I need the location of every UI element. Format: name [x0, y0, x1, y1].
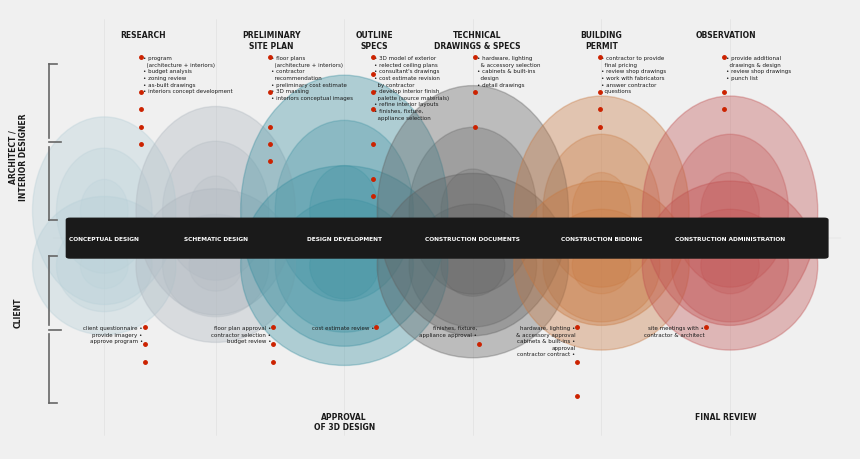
Text: site meetings with •
contractor & architect: site meetings with • contractor & archit… [643, 325, 704, 337]
Ellipse shape [642, 97, 818, 326]
Ellipse shape [163, 215, 269, 317]
Ellipse shape [543, 210, 660, 322]
Text: CLIENT: CLIENT [14, 297, 23, 327]
Ellipse shape [409, 205, 537, 327]
Ellipse shape [543, 135, 660, 287]
Text: finishes, fixture,
appliance approval •: finishes, fixture, appliance approval • [419, 325, 477, 337]
Text: floor plan approval •
contractor selection •
budget review •: floor plan approval • contractor selecti… [212, 325, 272, 343]
Text: CONCEPTUAL DESIGN: CONCEPTUAL DESIGN [70, 236, 139, 241]
FancyBboxPatch shape [65, 218, 828, 259]
Text: OUTLINE
SPECS: OUTLINE SPECS [355, 31, 393, 50]
Text: • program
  (architecture + interiors)
• budget analysis
• zoning review
• as-bu: • program (architecture + interiors) • b… [143, 56, 232, 94]
Text: OBSERVATION: OBSERVATION [696, 31, 756, 40]
Ellipse shape [701, 173, 759, 249]
Text: PRELIMINARY
SITE PLAN: PRELIMINARY SITE PLAN [243, 31, 301, 50]
Ellipse shape [701, 238, 759, 294]
Text: • contractor to provide
  final pricing
• review shop drawings
• work with fabri: • contractor to provide final pricing • … [601, 56, 666, 94]
Ellipse shape [672, 135, 789, 287]
Text: hardware, lighting •
& accessory approval
cabinets & built-ins •
approval
contra: hardware, lighting • & accessory approva… [516, 325, 575, 357]
Ellipse shape [572, 238, 630, 294]
Text: • 3D model of exterior
• relected ceiling plans
• consultant's drawings
• cost e: • 3D model of exterior • relected ceilin… [374, 56, 450, 120]
Ellipse shape [241, 166, 448, 366]
Ellipse shape [513, 97, 689, 326]
Ellipse shape [189, 241, 243, 291]
Text: FINAL REVIEW: FINAL REVIEW [695, 412, 757, 421]
Ellipse shape [378, 174, 568, 358]
Text: TECHNICAL
DRAWINGS & SPECS: TECHNICAL DRAWINGS & SPECS [434, 31, 520, 50]
Ellipse shape [409, 128, 537, 295]
Text: CONSTRUCTION BIDDING: CONSTRUCTION BIDDING [561, 236, 642, 241]
Ellipse shape [136, 107, 296, 315]
Text: client questionnaire •
provide imagery •
approve program •: client questionnaire • provide imagery •… [83, 325, 143, 343]
Ellipse shape [572, 173, 630, 249]
Ellipse shape [513, 182, 689, 350]
Ellipse shape [275, 121, 414, 302]
Text: ARCHITECT /
INTERIOR DESIGNER: ARCHITECT / INTERIOR DESIGNER [9, 113, 28, 200]
Ellipse shape [275, 200, 414, 332]
Text: BUILDING
PERMIT: BUILDING PERMIT [580, 31, 623, 50]
Ellipse shape [33, 118, 176, 305]
Ellipse shape [33, 197, 176, 335]
Text: CONSTRUCTION ADMINISTRATION: CONSTRUCTION ADMINISTRATION [675, 236, 785, 241]
Text: CONSTRUCTION DOCUMENTS: CONSTRUCTION DOCUMENTS [426, 236, 520, 241]
Text: cost estimate review •: cost estimate review • [312, 325, 374, 330]
Text: DESIGN DEVELOPMENT: DESIGN DEVELOPMENT [307, 236, 382, 241]
Text: APPROVAL
OF 3D DESIGN: APPROVAL OF 3D DESIGN [314, 412, 375, 431]
Ellipse shape [310, 166, 378, 256]
Ellipse shape [57, 149, 152, 274]
Ellipse shape [241, 76, 448, 347]
Ellipse shape [378, 86, 568, 336]
Text: • floor plans
  (architecture + interiors)
• contractor
  recommendation
• preli: • floor plans (architecture + interiors)… [272, 56, 353, 101]
Ellipse shape [80, 180, 128, 242]
Ellipse shape [136, 190, 296, 343]
Ellipse shape [441, 170, 505, 253]
Text: • provide additional
  drawings & design
• review shop drawings
• punch list: • provide additional drawings & design •… [726, 56, 791, 81]
Ellipse shape [189, 177, 243, 246]
Ellipse shape [80, 243, 128, 289]
Ellipse shape [57, 220, 152, 312]
Ellipse shape [310, 233, 378, 299]
Text: SCHEMATIC DESIGN: SCHEMATIC DESIGN [184, 236, 248, 241]
Text: RESEARCH: RESEARCH [120, 31, 166, 40]
Ellipse shape [441, 235, 505, 297]
Ellipse shape [163, 142, 269, 280]
Text: • hardware, lighting
  & accessory selection
• cabinets & built-ins
  design
• d: • hardware, lighting & accessory selecti… [477, 56, 541, 88]
Ellipse shape [642, 182, 818, 350]
Ellipse shape [672, 210, 789, 322]
